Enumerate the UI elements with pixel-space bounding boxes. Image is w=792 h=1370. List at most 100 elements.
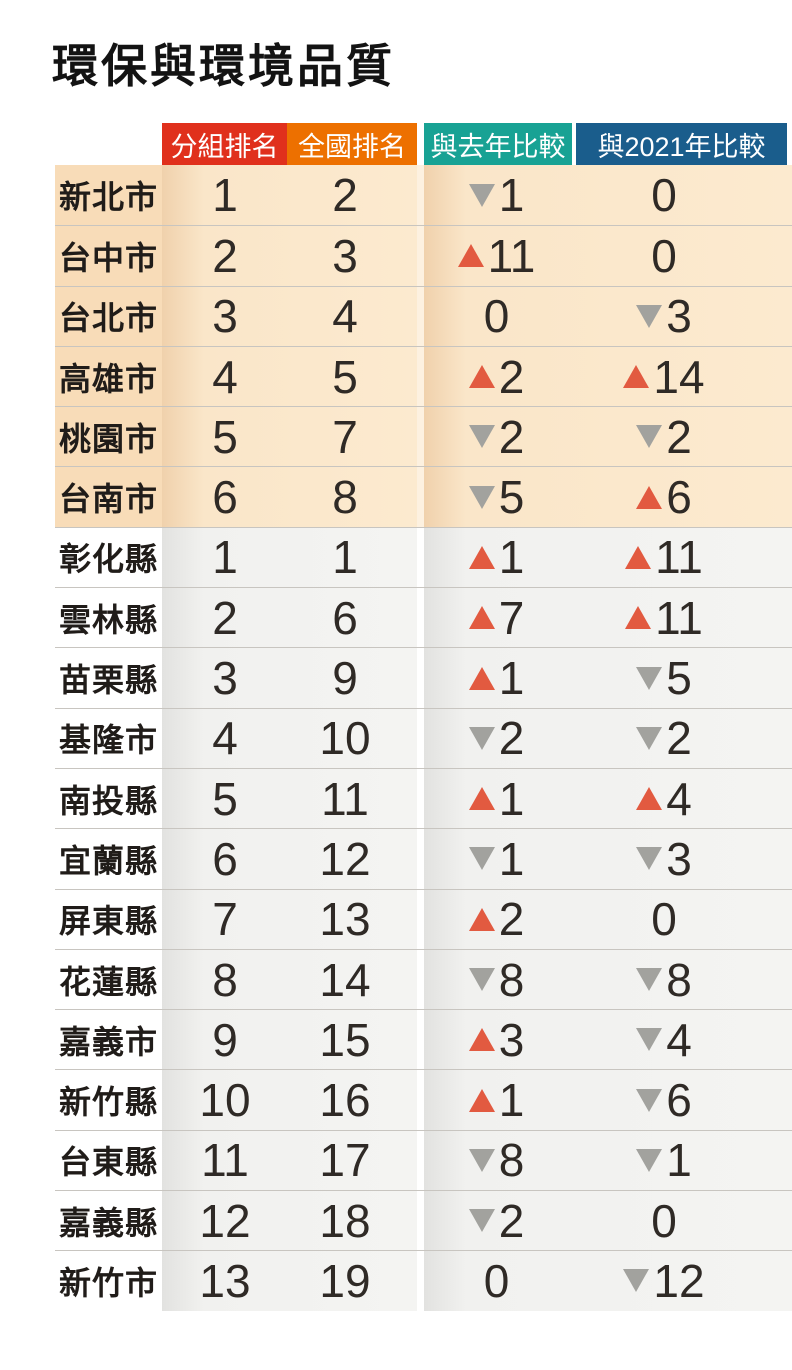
change-value: 2 — [498, 1194, 525, 1247]
band-gap — [417, 1131, 424, 1190]
rank-band: 2 3 — [162, 226, 417, 286]
change-direction-icon — [636, 726, 663, 750]
rank-band: 10 16 — [162, 1070, 417, 1130]
change-direction-icon — [636, 847, 663, 871]
band-gap — [417, 467, 424, 526]
change-direction-icon — [468, 1028, 495, 1052]
vs-2021-change: 12 — [569, 1251, 759, 1310]
change-value: 8 — [498, 1134, 525, 1187]
comparison-band: 11 0 — [424, 226, 792, 286]
vs-last-year-change: 1 — [424, 528, 569, 587]
table-row: 雲林縣 2 6 7 11 — [55, 587, 792, 648]
vs-last-year-change: 2 — [424, 347, 569, 406]
table-header: 分組排名 全國排名 與去年比較 與2021年比較 — [55, 123, 792, 165]
change-value: 11 — [655, 531, 703, 584]
change-direction-icon — [636, 1148, 663, 1172]
national-rank-value: 8 — [332, 471, 358, 524]
region-name: 台中市 — [55, 226, 162, 286]
vs-2021-change: 5 — [569, 648, 759, 707]
page-title: 環保與環境品質 — [52, 40, 395, 92]
region-name: 台北市 — [55, 286, 162, 346]
table-row: 新竹縣 10 16 1 6 — [55, 1069, 792, 1130]
rank-band: 7 13 — [162, 889, 417, 949]
change-direction-icon — [468, 183, 495, 207]
column-header-vs-last-year: 與去年比較 — [424, 123, 572, 165]
rank-band: 2 6 — [162, 588, 417, 648]
vs-2021-change: 8 — [569, 950, 759, 1009]
national-rank-value: 17 — [319, 1134, 371, 1187]
rank-band: 6 8 — [162, 467, 417, 527]
table-row: 台南市 6 8 5 6 — [55, 466, 792, 527]
national-rank-value: 12 — [319, 832, 371, 885]
comparison-band: 8 1 — [424, 1130, 792, 1191]
rank-band: 8 14 — [162, 949, 417, 1010]
change-value: 3 — [498, 1013, 525, 1066]
band-gap — [417, 588, 424, 647]
band-gap — [417, 287, 424, 346]
table-row: 台東縣 11 17 8 1 — [55, 1129, 792, 1191]
national-rank-value: 1 — [332, 531, 358, 584]
region-name: 宜蘭縣 — [58, 842, 158, 879]
change-value: 6 — [666, 1074, 692, 1127]
change-direction-icon — [468, 1088, 495, 1112]
rank-band: 3 4 — [162, 286, 417, 346]
group-rank-value: 2 — [212, 591, 238, 644]
group-rank-value: 1 — [212, 169, 238, 222]
change-value: 8 — [666, 953, 692, 1006]
table-row: 嘉義市 9 15 3 4 — [55, 1009, 792, 1070]
change-direction-icon — [625, 606, 652, 630]
region-name: 高雄市 — [55, 346, 162, 407]
region-name: 花蓮縣 — [58, 963, 158, 1000]
vs-last-year-change: 7 — [424, 588, 569, 647]
change-value: 0 — [651, 169, 677, 222]
table-row: 台中市 2 3 11 0 — [55, 225, 792, 286]
group-rank-value: 3 — [212, 652, 238, 705]
table-row: 台北市 3 4 0 3 — [55, 285, 792, 346]
national-rank-value: 19 — [319, 1254, 371, 1307]
comparison-band: 1 3 — [424, 829, 792, 889]
change-value: 5 — [666, 652, 692, 705]
change-direction-icon — [636, 666, 663, 690]
change-direction-icon — [468, 787, 495, 811]
band-gap — [417, 1010, 424, 1069]
national-rank-value: 9 — [332, 652, 358, 705]
comparison-band: 5 6 — [424, 467, 792, 527]
national-rank-value: 13 — [319, 893, 371, 946]
vs-2021-change: 14 — [569, 347, 759, 406]
band-gap — [417, 769, 424, 828]
change-value: 1 — [498, 531, 525, 584]
change-direction-icon — [457, 244, 484, 268]
change-value: 1 — [498, 1074, 525, 1127]
vs-last-year-change: 1 — [424, 769, 569, 828]
region-name: 苗栗縣 — [58, 662, 158, 699]
comparison-band: 8 8 — [424, 949, 792, 1010]
comparison-band: 1 0 — [424, 165, 792, 226]
vs-2021-change: 2 — [569, 407, 759, 466]
comparison-band: 0 12 — [424, 1251, 792, 1311]
comparison-band: 1 5 — [424, 648, 792, 708]
header-spacer — [55, 123, 162, 165]
national-rank-value: 14 — [319, 953, 371, 1006]
band-gap — [417, 528, 424, 587]
table-row: 花蓮縣 8 14 8 8 — [55, 948, 792, 1010]
national-rank-value: 6 — [332, 591, 358, 644]
rank-band: 1 2 — [162, 165, 417, 226]
group-rank-value: 11 — [201, 1134, 249, 1187]
group-rank-value: 1 — [212, 531, 238, 584]
change-value: 12 — [653, 1254, 705, 1307]
table-row: 新北市 1 2 1 0 — [55, 165, 792, 226]
table-row: 嘉義縣 12 18 2 0 — [55, 1190, 792, 1251]
change-direction-icon — [468, 847, 495, 871]
region-name: 台東縣 — [58, 1144, 158, 1181]
vs-2021-change: 4 — [569, 1010, 759, 1069]
vs-2021-change: 0 — [569, 165, 759, 225]
change-direction-icon — [468, 968, 495, 991]
group-rank-value: 13 — [199, 1254, 251, 1307]
vs-last-year-change: 5 — [424, 467, 569, 526]
comparison-band: 2 2 — [424, 407, 792, 467]
vs-last-year-change: 1 — [424, 648, 569, 707]
vs-2021-change: 3 — [569, 287, 759, 346]
rank-band: 9 15 — [162, 1010, 417, 1070]
comparison-band: 2 14 — [424, 346, 792, 407]
group-rank-value: 7 — [212, 893, 238, 946]
